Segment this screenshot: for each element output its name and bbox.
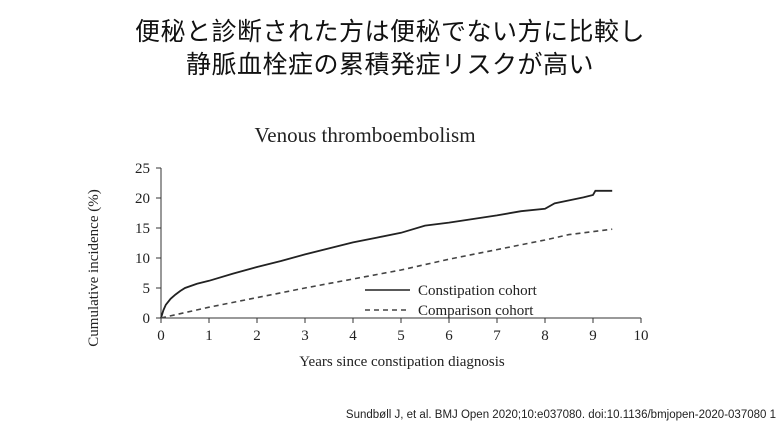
y-tick-label: 20 <box>135 191 150 207</box>
y-axis-label: Cumulative incidence (%) <box>86 189 102 346</box>
y-tick-label: 10 <box>135 251 150 267</box>
x-tick-label: 6 <box>445 328 453 344</box>
x-tick-label: 2 <box>253 328 261 344</box>
x-tick-label: 0 <box>157 328 165 344</box>
x-tick-label: 7 <box>493 328 501 344</box>
slide-headline-line-2: 静脈血栓症の累積発症リスクが高い <box>185 50 594 79</box>
slide-headline-line-1: 便秘と診断された方は便秘でない方に比較し <box>134 17 645 46</box>
chart-series <box>160 189 613 319</box>
x-tick-label: 9 <box>589 328 597 344</box>
x-tick-label: 4 <box>349 328 357 344</box>
chart-legend: Constipation cohort Comparison cohort <box>365 283 538 319</box>
x-tick-label: 3 <box>301 328 309 344</box>
x-axis-label: Years since constipation diagnosis <box>299 354 505 370</box>
y-tick-label: 5 <box>143 281 151 297</box>
chart-axes <box>160 168 641 319</box>
series-line-constipation-cohort <box>160 189 613 319</box>
chart-ticks: 0 1 2 3 4 5 6 7 8 9 10 0 5 10 15 20 25 <box>135 161 649 344</box>
citation: Sundbøll J, et al. BMJ Open 2020;10:e037… <box>345 409 776 421</box>
x-tick-label: 8 <box>541 328 549 344</box>
y-tick-label: 25 <box>135 161 150 177</box>
y-tick-label: 0 <box>143 311 151 327</box>
legend-label-constipation-cohort: Constipation cohort <box>418 283 538 299</box>
y-tick-label: 15 <box>135 221 150 237</box>
legend-label-comparison-cohort: Comparison cohort <box>418 303 534 319</box>
x-tick-label: 1 <box>205 328 213 344</box>
x-tick-label: 10 <box>634 328 649 344</box>
chart-title: Venous thromboembolism <box>254 123 475 147</box>
series-line-comparison-cohort <box>160 228 613 319</box>
x-tick-label: 5 <box>397 328 405 344</box>
